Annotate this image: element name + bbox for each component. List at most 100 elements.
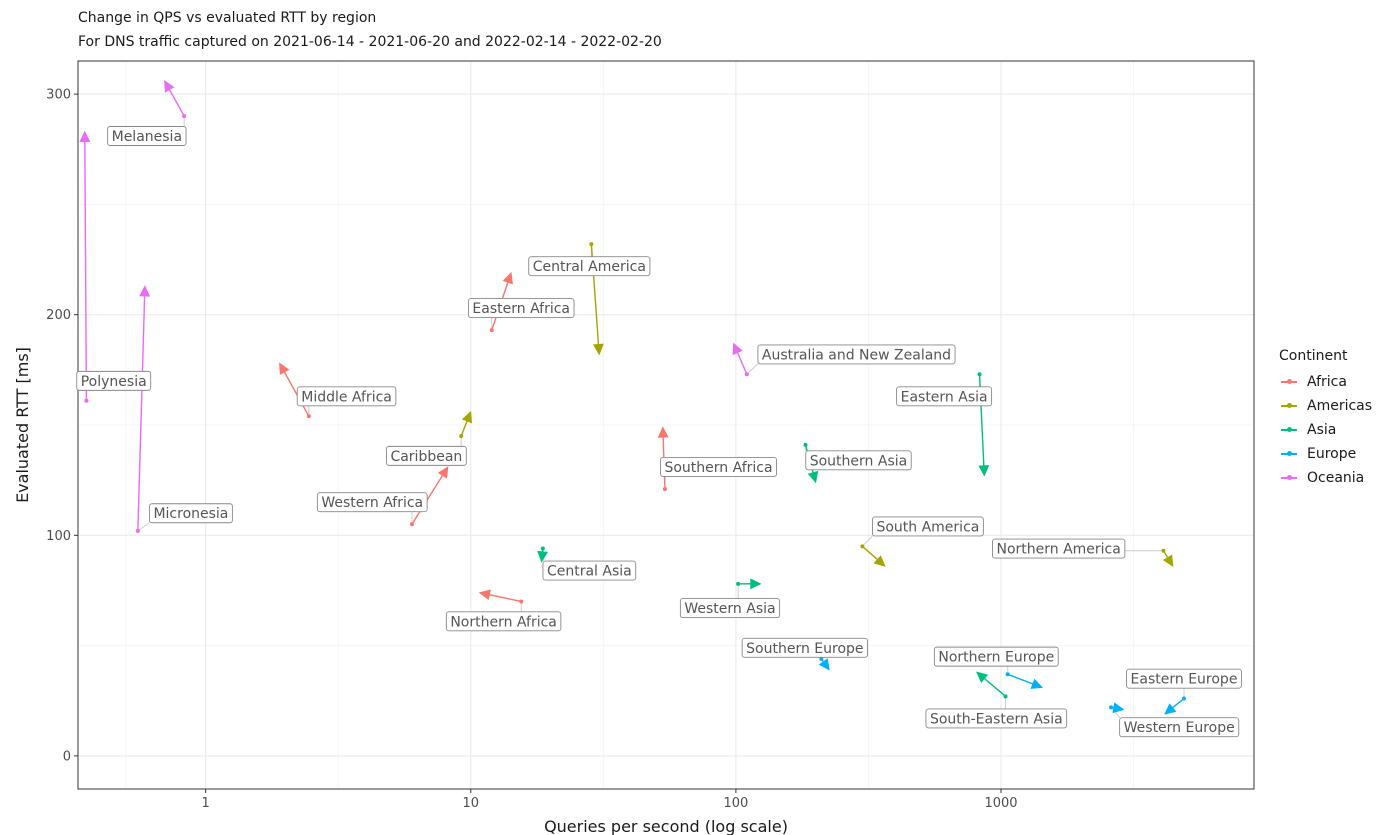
region-label-text: Central America [533, 259, 646, 275]
arrow-head [1030, 678, 1044, 689]
region-label-text: Northern Africa [450, 614, 557, 630]
region-label-box [872, 516, 984, 537]
region-label-text: Northern Europe [938, 650, 1054, 666]
region-label: Polynesia [76, 370, 152, 391]
arrow-head [1164, 703, 1177, 715]
leader-line [862, 535, 873, 547]
legend-items: Africa Americas Asia Europe Oceania [1279, 370, 1372, 490]
x-axis-title: Queries per second (log scale) [544, 817, 788, 835]
region-label-box [385, 445, 467, 466]
region-label-text: Northern America [996, 542, 1120, 558]
y-tick-label: 200 [46, 308, 71, 323]
legend-key-dot [1287, 475, 1292, 480]
legend-key-dot [1287, 403, 1292, 408]
point-2021 [540, 546, 545, 551]
region-label-box [316, 492, 428, 513]
legend-label: Europe [1307, 446, 1357, 462]
plot-border [77, 60, 1255, 790]
legend-key-dot [1287, 379, 1292, 384]
arrow-head [818, 658, 830, 671]
legend-item: Oceania [1279, 466, 1372, 490]
region-label-box [76, 370, 152, 391]
region-label-text: Southern Africa [664, 460, 772, 476]
region-label-box [660, 456, 778, 477]
point-2021 [744, 372, 749, 377]
region-label: South-Eastern Asia [925, 708, 1068, 729]
leader-line [137, 522, 150, 532]
arrow-head [437, 466, 449, 479]
region-label: Southern Asia [805, 450, 912, 471]
change-arrow-line [489, 594, 522, 603]
legend-item: Africa [1279, 370, 1372, 394]
x-tick-label: 10 [462, 796, 479, 811]
point-2021 [1003, 694, 1008, 699]
region-label-text: Eastern Asia [901, 389, 988, 405]
legend-item: Asia [1279, 418, 1372, 442]
region-label-box [805, 450, 912, 471]
region-label-box [149, 503, 233, 524]
region-label-text: Eastern Europe [1131, 672, 1238, 688]
arrow-head [139, 285, 151, 297]
region-label: Central Asia [542, 560, 637, 581]
legend-key-dot [1287, 451, 1292, 456]
point-2021 [860, 544, 865, 549]
change-arrow-line [168, 89, 185, 117]
arrow-head [164, 80, 175, 93]
arrow-head [79, 130, 91, 143]
region-label: Eastern Europe [1126, 668, 1242, 689]
change-arrow-line [983, 677, 1006, 697]
point-2021 [182, 114, 187, 119]
region-label: Australia and New Zealand [757, 344, 956, 365]
legend-label: Oceania [1307, 470, 1365, 486]
y-tick-label: 0 [63, 749, 71, 764]
arrow-head [502, 271, 513, 285]
x-tick-label: 100 [723, 796, 748, 811]
arrow-head [478, 589, 491, 601]
change-arrow-line [460, 420, 468, 437]
leader-layer [85, 116, 1185, 719]
region-label: Melanesia [107, 126, 187, 146]
point-2021 [519, 599, 524, 604]
arrow-head [537, 550, 548, 563]
region-label-box [933, 646, 1059, 667]
leader-line [1110, 707, 1121, 719]
change-arrow-line [283, 371, 310, 417]
region-label: Western Africa [316, 492, 428, 513]
legend-label: Asia [1307, 422, 1337, 438]
point-2021 [819, 656, 824, 661]
region-label: Eastern Africa [467, 298, 575, 319]
legend-title: Continent [1279, 348, 1348, 364]
legend-key [1279, 394, 1299, 418]
legend-key [1279, 442, 1299, 466]
point-2021 [1005, 672, 1010, 677]
region-label-text: Polynesia [81, 374, 147, 390]
region-label-box [896, 386, 993, 407]
legend-key [1279, 370, 1299, 394]
region-label-box [542, 560, 637, 581]
arrow-head [807, 470, 819, 484]
region-label: Western Europe [1119, 717, 1240, 738]
region-label-box [467, 298, 575, 319]
region-label-box [1119, 717, 1240, 738]
region-label-text: Australia and New Zealand [762, 347, 951, 363]
region-label-box [107, 126, 187, 146]
arrow-head [1162, 554, 1174, 567]
x-tick-label: 1 [202, 796, 210, 811]
legend-key [1279, 466, 1299, 490]
region-label-box [741, 637, 868, 658]
region-label-box [992, 538, 1126, 559]
legend-item: Americas [1279, 394, 1372, 418]
region-label-box [1126, 668, 1242, 689]
region-label-text: Middle Africa [301, 389, 392, 405]
region-label: Caribbean [385, 445, 467, 466]
change-arrow-line [84, 141, 88, 401]
region-label-box [528, 256, 651, 277]
region-label-text: Micronesia [153, 506, 228, 522]
arrow-head [593, 343, 604, 356]
point-2021 [977, 372, 982, 377]
arrow-head [732, 342, 743, 356]
region-label-box [445, 611, 562, 632]
region-label: Micronesia [149, 503, 233, 524]
legend: Continent Africa Americas Asia Europe Oceani… [1279, 348, 1372, 490]
change-arrow-line [861, 545, 878, 561]
